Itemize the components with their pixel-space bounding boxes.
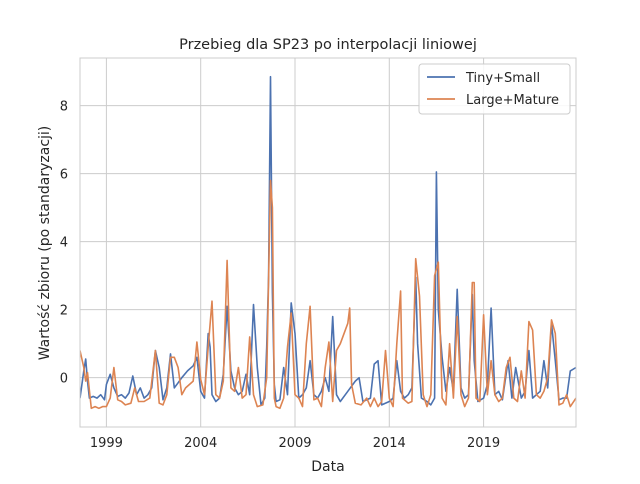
y-tick-label: 8 bbox=[60, 100, 68, 115]
chart-title: Przebieg dla SP23 po interpolacji liniow… bbox=[179, 37, 477, 53]
y-tick-label: 0 bbox=[60, 372, 68, 387]
legend: Tiny+Small Large+Mature bbox=[418, 63, 571, 115]
x-tick-labels: 1999 2004 2009 2014 2019 bbox=[90, 436, 500, 451]
y-tick-label: 4 bbox=[60, 236, 68, 251]
plot-frame bbox=[79, 57, 577, 428]
x-tick-label: 2014 bbox=[373, 436, 406, 451]
x-tick-label: 1999 bbox=[90, 436, 123, 451]
y-tick-labels: 0 2 4 6 8 bbox=[60, 100, 68, 387]
legend-label: Large+Mature bbox=[466, 93, 559, 108]
x-tick-label: 2009 bbox=[278, 436, 311, 451]
y-tick-label: 6 bbox=[60, 168, 68, 183]
legend-box bbox=[418, 63, 571, 115]
y-axis-label: Wartość zbioru (po standaryzacji) bbox=[37, 126, 53, 361]
series-line-large-mature bbox=[80, 179, 576, 410]
series-layer bbox=[80, 75, 576, 410]
x-tick-label: 2004 bbox=[184, 436, 217, 451]
x-tick-label: 2019 bbox=[467, 436, 500, 451]
legend-label: Tiny+Small bbox=[465, 71, 540, 86]
x-axis-label: Data bbox=[311, 459, 344, 475]
y-tick-label: 2 bbox=[60, 304, 68, 319]
